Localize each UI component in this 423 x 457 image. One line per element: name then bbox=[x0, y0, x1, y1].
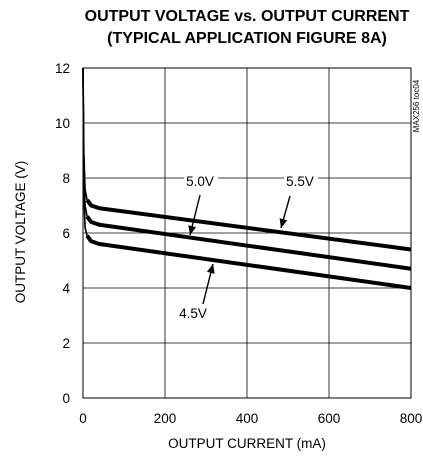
annotation-arrowhead bbox=[188, 225, 197, 235]
x-tick-label: 800 bbox=[400, 411, 423, 426]
x-tick-label: 0 bbox=[79, 411, 87, 426]
y-tick-label: 2 bbox=[62, 336, 70, 351]
annotation-label: 5.5V bbox=[286, 174, 314, 189]
y-axis-label: OUTPUT VOLTAGE (V) bbox=[13, 161, 28, 304]
annotation-label: 5.0V bbox=[186, 174, 214, 189]
y-tick-label: 12 bbox=[55, 61, 70, 76]
annotation-4.5V: 4.5V bbox=[177, 263, 215, 322]
annotation-5.0V: 5.0V bbox=[184, 173, 218, 236]
chart-title: OUTPUT VOLTAGE vs. OUTPUT CURRENT bbox=[85, 8, 410, 25]
series-line bbox=[85, 234, 412, 290]
chart-subtitle: (TYPICAL APPLICATION FIGURE 8A) bbox=[107, 30, 387, 47]
annotation-label: 4.5V bbox=[179, 306, 207, 321]
x-tick-label: 200 bbox=[154, 411, 177, 426]
plot-frame bbox=[82, 67, 412, 399]
y-tick-label: 6 bbox=[62, 226, 70, 241]
tick-labels: 0 200 400 600 800 0 2 4 6 8 10 12 bbox=[55, 61, 422, 426]
annotation-5.5V: 5.5V bbox=[279, 173, 318, 229]
x-axis-label: OUTPUT CURRENT (mA) bbox=[168, 436, 326, 451]
series-line bbox=[85, 215, 412, 271]
annotations: 5.0V 5.5V 4.5V bbox=[177, 173, 318, 322]
annotation-backdrop bbox=[177, 305, 211, 322]
annotation-backdrop bbox=[284, 173, 318, 190]
x-tick-label: 600 bbox=[318, 411, 341, 426]
y-tick-label: 10 bbox=[55, 116, 70, 131]
y-tick-label: 0 bbox=[62, 391, 70, 406]
grid bbox=[83, 68, 411, 398]
series-line bbox=[85, 198, 412, 252]
annotation-arrowhead bbox=[279, 218, 288, 228]
y-tick-label: 8 bbox=[62, 171, 70, 186]
annotation-arrowhead bbox=[206, 264, 215, 274]
annotation-backdrop bbox=[184, 173, 218, 190]
figure-code: MAX256 toc04 bbox=[412, 79, 421, 132]
x-tick-label: 400 bbox=[236, 411, 259, 426]
y-tick-label: 4 bbox=[62, 281, 70, 296]
